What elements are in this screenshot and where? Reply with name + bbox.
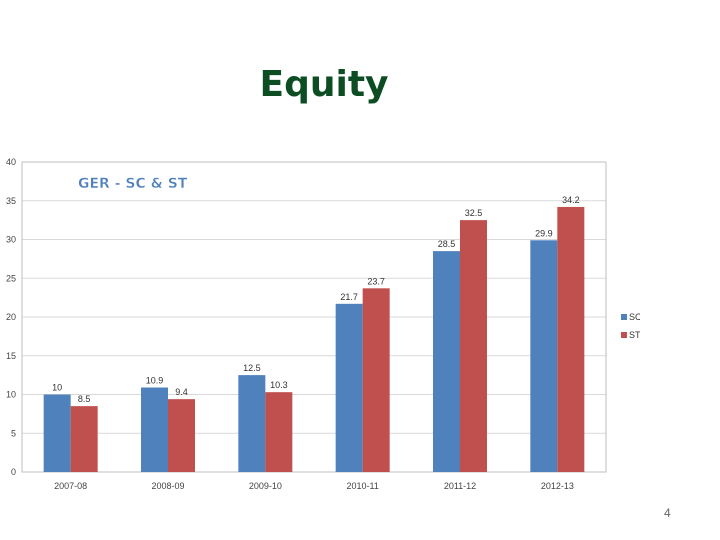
slide-title: Equity [259, 64, 389, 105]
x-tick-label: 2011-12 [444, 481, 476, 491]
y-tick-label: 10 [6, 390, 16, 400]
bar-st [460, 220, 487, 472]
data-label: 28.5 [438, 239, 456, 249]
data-label: 32.5 [465, 208, 483, 218]
x-axis-ticks: 2007-08 2008-09 2009-10 2010-11 2011-12 2012-… [54, 481, 574, 491]
legend-swatch [621, 314, 627, 320]
data-label: 29.9 [535, 228, 553, 238]
x-tick-label: 2010-11 [346, 481, 378, 491]
bar-sc [433, 251, 460, 472]
y-tick-label: 30 [6, 235, 16, 245]
data-label: 21.7 [340, 292, 358, 302]
data-label: 9.4 [175, 387, 188, 397]
data-label: 10.9 [146, 376, 164, 386]
y-axis-ticks: 0 5 10 15 20 25 30 35 40 [6, 157, 16, 477]
data-label: 23.7 [367, 276, 385, 286]
bar-st [168, 399, 195, 472]
x-tick-label: 2009-10 [249, 481, 282, 491]
bar-st [70, 406, 98, 472]
data-label: 10.3 [270, 380, 288, 390]
chart-gridlines [21, 161, 607, 473]
data-label: 8.5 [78, 394, 91, 404]
data-label: 34.2 [562, 195, 580, 205]
x-tick-label: 2008-09 [151, 481, 184, 491]
legend-swatch [621, 332, 627, 338]
y-tick-label: 0 [11, 467, 16, 477]
legend-label: SC [629, 312, 640, 322]
bar-sc [43, 394, 71, 472]
bar-sc [141, 387, 168, 472]
bar-st [557, 206, 585, 472]
data-label: 10 [52, 383, 62, 393]
bar-sc [238, 375, 266, 472]
chart-legend: SC ST [621, 312, 640, 340]
legend-label: ST [629, 330, 640, 340]
y-tick-label: 25 [6, 273, 16, 283]
bar-sc [335, 303, 363, 472]
y-tick-label: 35 [6, 196, 16, 206]
y-tick-label: 5 [11, 428, 16, 438]
bar-st [362, 288, 390, 472]
page-number: 4 [664, 506, 671, 520]
y-tick-label: 20 [6, 312, 16, 322]
chart-bars [43, 206, 585, 472]
y-tick-label: 40 [6, 157, 16, 167]
bar-st [265, 392, 293, 472]
x-tick-label: 2012-13 [541, 481, 574, 491]
chart-data-labels: 10 8.5 10.9 9.4 12.5 10.3 21.7 23.7 28.5 32.5 29.9… [52, 195, 579, 404]
chart-title: GER - SC & ST [78, 176, 188, 192]
bar-sc [530, 240, 558, 472]
x-tick-label: 2007-08 [54, 481, 87, 491]
data-label: 12.5 [243, 363, 261, 373]
plot-area-border [21, 161, 607, 473]
y-tick-label: 15 [6, 351, 16, 361]
